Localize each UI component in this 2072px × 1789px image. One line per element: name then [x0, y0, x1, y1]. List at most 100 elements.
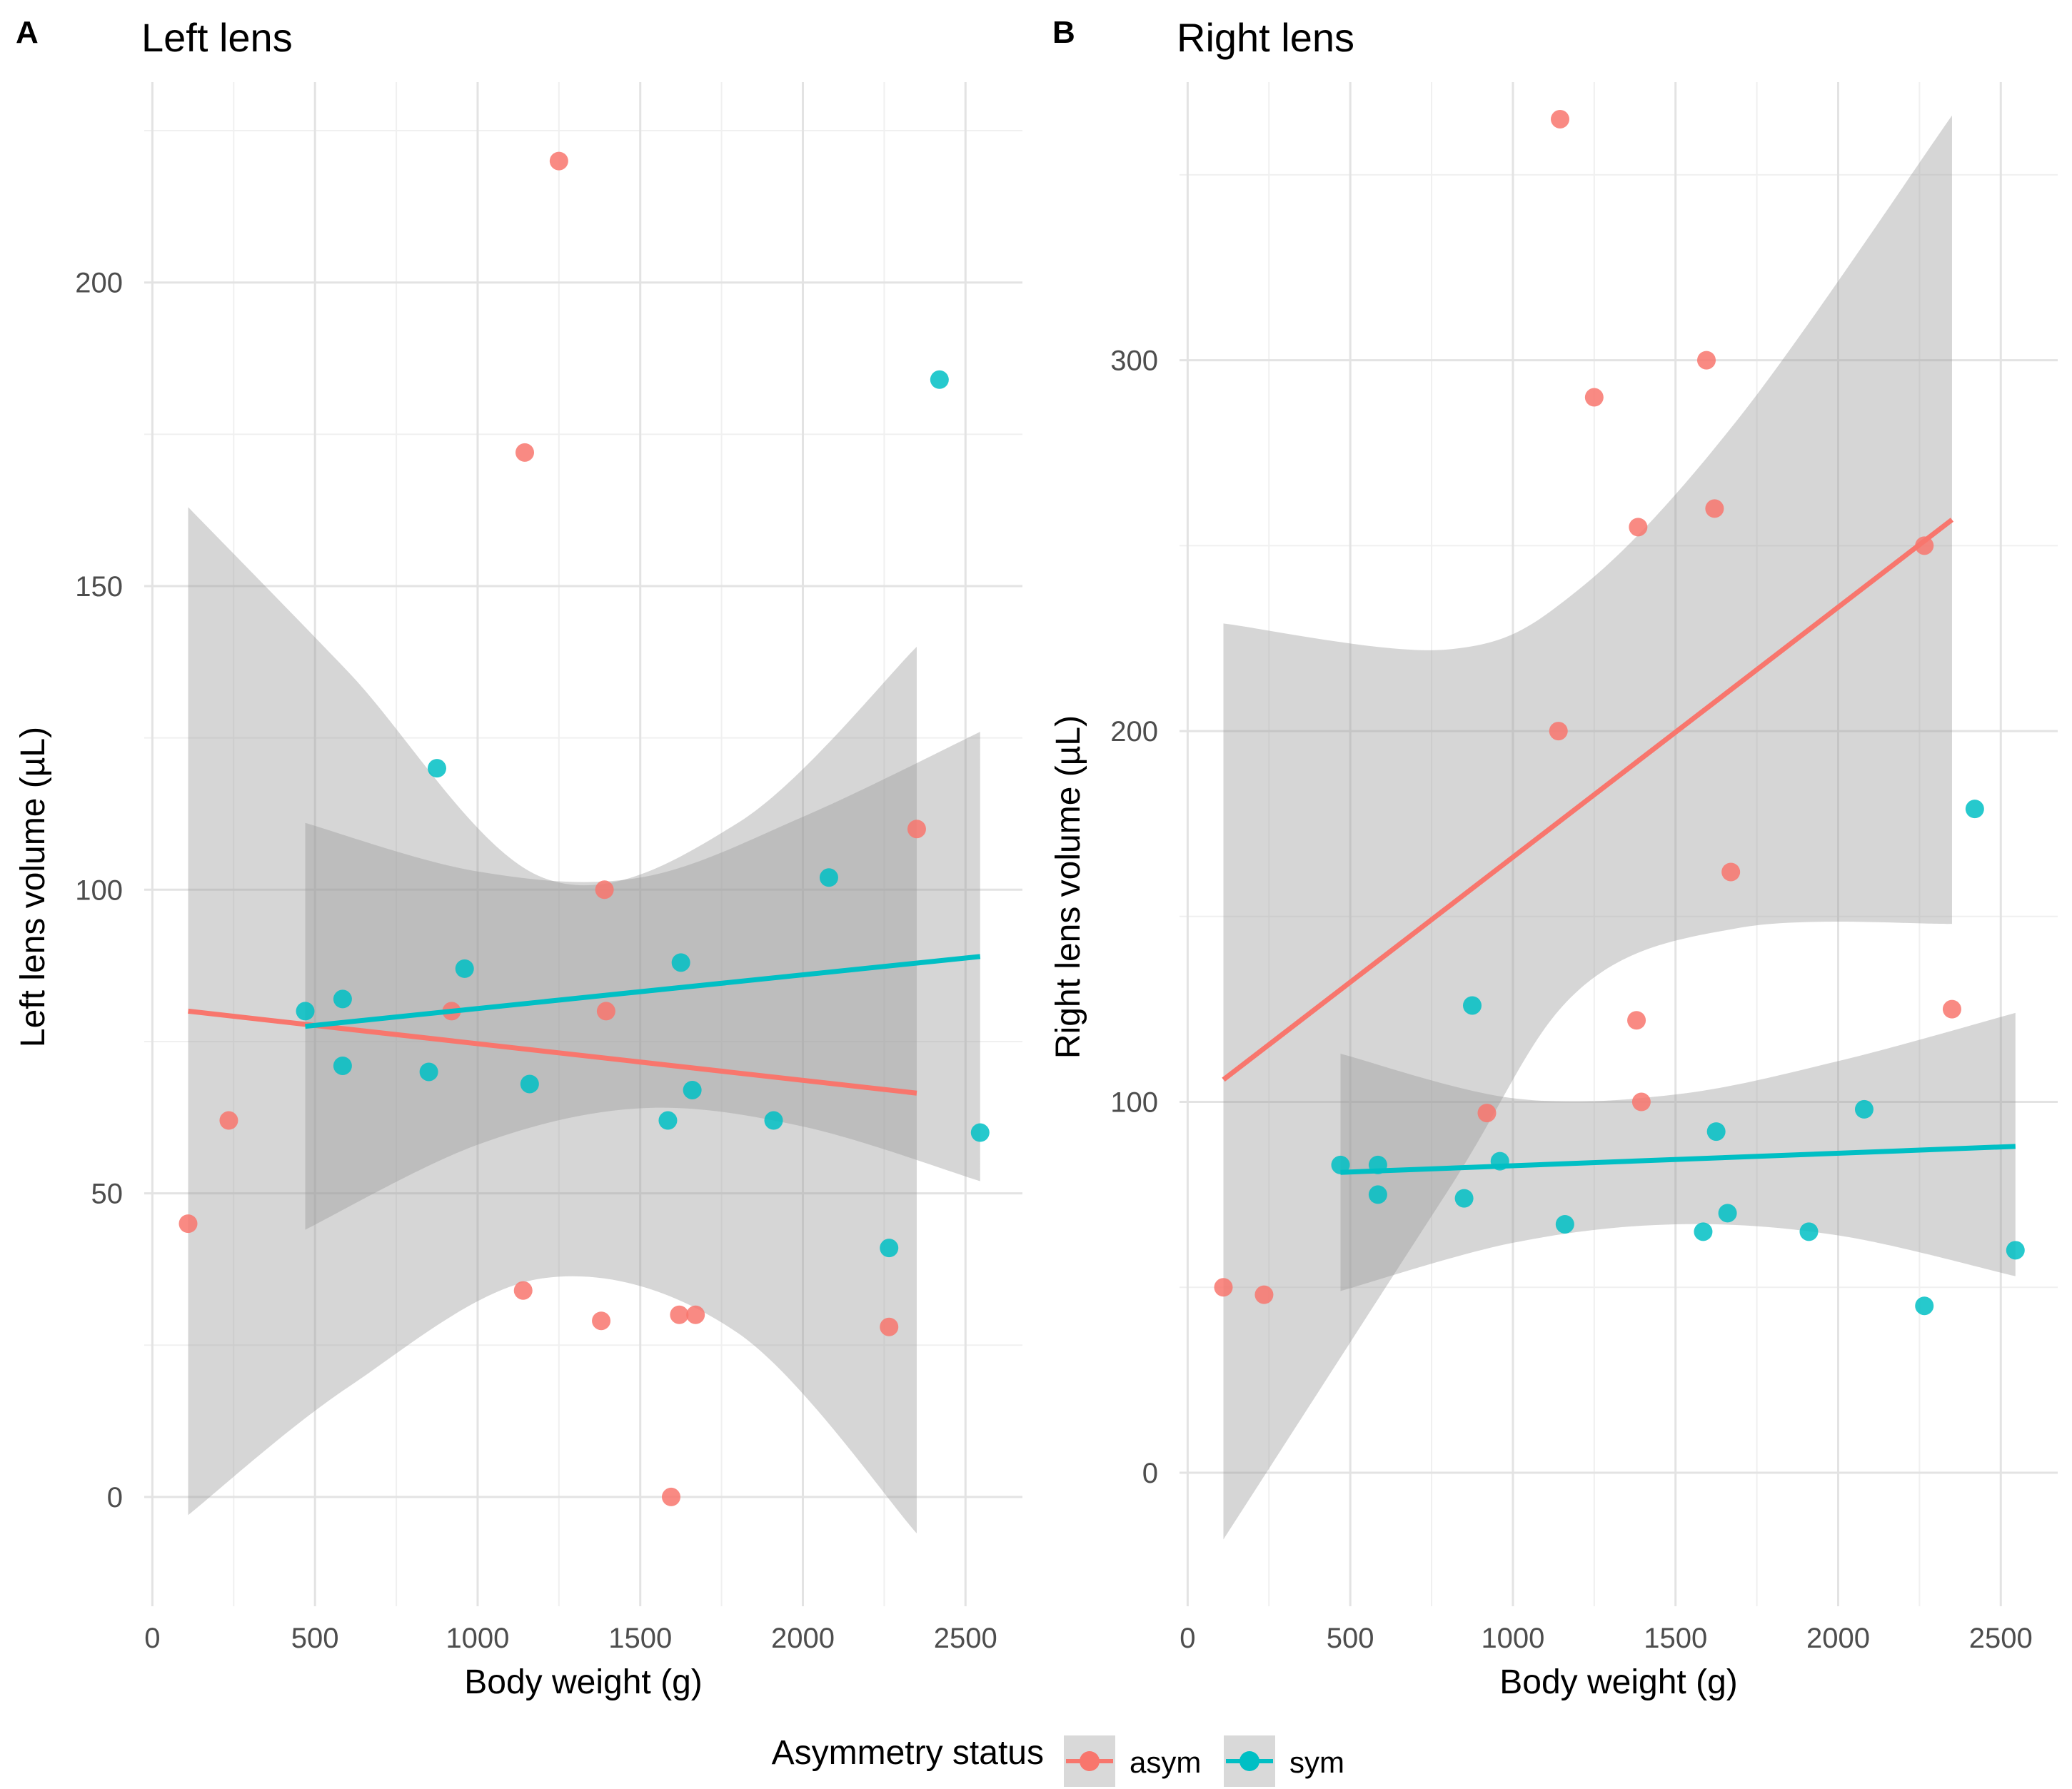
- confidence-band-sym: [1340, 1012, 2016, 1291]
- y-tick-label: 100: [75, 875, 123, 906]
- x-tick-label: 1000: [1481, 1623, 1544, 1654]
- legend-key-asym-dot: [1080, 1751, 1100, 1771]
- y-tick-label: 150: [75, 571, 123, 603]
- data-point-sym: [1799, 1222, 1819, 1241]
- chart-title: Right lens: [1177, 15, 1354, 60]
- y-tick-label: 0: [1142, 1458, 1158, 1489]
- points-asym: [1214, 109, 1961, 1304]
- y-tick-label: 300: [1110, 346, 1158, 377]
- x-tick-label: 1500: [1644, 1623, 1707, 1654]
- data-point-asym: [516, 443, 534, 462]
- data-point-sym: [880, 1239, 899, 1258]
- data-point-asym: [1631, 1092, 1651, 1112]
- data-point-asym: [592, 1311, 611, 1331]
- x-tick-label: 2500: [934, 1623, 997, 1654]
- data-point-sym: [1706, 1122, 1726, 1142]
- data-point-sym: [2006, 1241, 2025, 1260]
- confidence-band-asym: [188, 507, 917, 1533]
- points-sym: [1331, 800, 2025, 1316]
- data-point-sym: [683, 1080, 702, 1099]
- x-tick-label: 500: [1327, 1623, 1374, 1654]
- x-tick-label: 2500: [1969, 1623, 2033, 1654]
- legend-key-sym-dot: [1239, 1751, 1259, 1771]
- x-tick-label: 1500: [608, 1623, 672, 1654]
- panel-right-lens: B Right lens 0 500 1000 1500 2000 2500 0 100 200 30…: [1050, 15, 2058, 1701]
- y-tick-label: 50: [91, 1179, 124, 1210]
- data-point-asym: [1697, 351, 1716, 370]
- data-point-sym: [764, 1111, 783, 1130]
- data-point-sym: [1694, 1222, 1713, 1241]
- data-point-sym: [520, 1074, 539, 1094]
- data-point-sym: [1854, 1099, 1874, 1119]
- data-point-asym: [1627, 1011, 1646, 1030]
- y-tick-label: 200: [75, 268, 123, 299]
- fit-line-sym: [1340, 1144, 2016, 1175]
- data-point-sym: [1718, 1204, 1737, 1223]
- data-point-sym: [658, 1111, 678, 1130]
- legend-label-asym: asym: [1130, 1745, 1201, 1779]
- data-point-sym: [1463, 996, 1482, 1015]
- legend-label-sym: sym: [1289, 1745, 1344, 1779]
- data-point-asym: [670, 1305, 689, 1324]
- panel-left-lens: A Left lens 0 500 1000 1500 2000 2500 0 50 100 150 2…: [14, 15, 1022, 1701]
- data-point-sym: [1331, 1155, 1350, 1174]
- y-tick-label: 100: [1110, 1087, 1158, 1119]
- legend-title: Asymmetry status: [772, 1734, 1044, 1772]
- data-point-sym: [333, 1056, 352, 1075]
- data-point-asym: [1629, 518, 1648, 537]
- x-axis-label: Body weight (g): [1499, 1663, 1738, 1701]
- data-point-sym: [333, 989, 352, 1009]
- data-point-asym: [1477, 1104, 1497, 1123]
- data-point-asym: [1549, 722, 1568, 741]
- data-point-asym: [1915, 536, 1934, 555]
- data-point-asym: [662, 1487, 680, 1506]
- x-axis-label: Body weight (g): [464, 1663, 703, 1701]
- points-asym: [178, 151, 926, 1506]
- data-point-asym: [880, 1317, 899, 1336]
- data-point-asym: [596, 1002, 615, 1021]
- data-point-sym: [296, 1002, 315, 1021]
- x-tick-label: 2000: [1806, 1623, 1870, 1654]
- y-axis-label: Left lens volume (µL): [14, 727, 52, 1047]
- data-point-sym: [1368, 1185, 1387, 1204]
- data-point-sym: [930, 370, 949, 389]
- data-point-asym: [1254, 1285, 1274, 1304]
- fit-line-asym: [1222, 518, 1954, 1082]
- data-point-asym: [1942, 999, 1961, 1019]
- points-sym: [296, 370, 990, 1258]
- fit-line-sym: [305, 954, 981, 1029]
- y-tick-label: 200: [1110, 716, 1158, 747]
- legend: Asymmetry status asym sym: [772, 1734, 1344, 1787]
- x-tick-label: 500: [291, 1623, 339, 1654]
- x-tick-label: 2000: [771, 1623, 835, 1654]
- y-tick-label: 0: [107, 1482, 123, 1513]
- chart-title: Left lens: [141, 15, 293, 60]
- confidence-band-sym: [305, 732, 980, 1230]
- data-point-sym: [1555, 1214, 1574, 1234]
- x-tick-label: 0: [144, 1623, 160, 1654]
- data-point-sym: [1965, 800, 1984, 819]
- data-point-asym: [1705, 499, 1724, 518]
- data-point-asym: [549, 151, 568, 171]
- x-tick-label: 1000: [446, 1623, 509, 1654]
- data-point-sym: [671, 953, 690, 972]
- data-point-asym: [1551, 109, 1569, 128]
- data-point-sym: [428, 759, 446, 778]
- data-point-asym: [178, 1214, 198, 1234]
- data-point-asym: [1721, 862, 1741, 882]
- data-point-sym: [455, 959, 474, 978]
- data-point-sym: [1454, 1189, 1474, 1208]
- data-point-asym: [907, 820, 926, 839]
- data-point-asym: [595, 880, 614, 899]
- data-point-sym: [970, 1123, 990, 1142]
- data-point-asym: [686, 1305, 705, 1324]
- data-point-sym: [419, 1062, 438, 1082]
- data-point-asym: [513, 1281, 533, 1300]
- panel-label: B: [1052, 15, 1075, 50]
- data-point-asym: [1214, 1278, 1233, 1297]
- grid: [144, 82, 1022, 1606]
- data-point-asym: [1584, 388, 1604, 407]
- panel-label: A: [16, 15, 39, 50]
- data-point-asym: [219, 1111, 238, 1130]
